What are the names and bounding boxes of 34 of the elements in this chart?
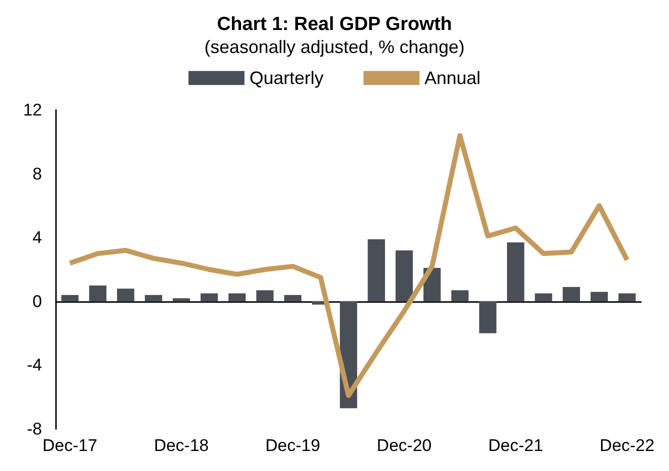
y-tick-label: -8	[26, 420, 42, 438]
x-tick-label: Dec-22	[600, 436, 654, 455]
y-tick-label: 0	[32, 292, 42, 311]
x-tick-label: Dec-19	[265, 436, 320, 455]
bar	[618, 293, 636, 302]
y-tick-label: 4	[32, 228, 42, 248]
chart-title: Chart 1: Real GDP Growth	[216, 14, 452, 35]
bar	[451, 290, 469, 302]
y-tick-label: 12	[23, 100, 42, 120]
bar	[479, 301, 496, 334]
bar	[172, 298, 190, 302]
bar	[534, 293, 552, 302]
legend-label: Quarterly	[249, 68, 324, 88]
bar	[507, 242, 524, 302]
bar	[284, 295, 302, 302]
bar	[368, 239, 385, 302]
y-tick-label: 8	[32, 164, 42, 184]
y-tick-label: -4	[26, 356, 42, 375]
x-tick-label: Dec-21	[488, 436, 544, 455]
x-tick-label: Dec-18	[154, 436, 209, 455]
bar	[144, 295, 162, 302]
bar	[61, 295, 79, 302]
bar	[396, 250, 413, 302]
legend-label: Annual	[424, 68, 481, 88]
bar	[117, 288, 134, 302]
x-tick-label: Dec-20	[376, 436, 432, 455]
bar	[562, 287, 580, 302]
bar	[590, 292, 608, 302]
bar	[228, 293, 246, 302]
chart-subtitle: (seasonally adjusted, % change)	[204, 37, 465, 57]
x-tick-label: Dec-17	[42, 436, 98, 455]
bar	[200, 293, 218, 302]
bar	[256, 290, 274, 302]
bar	[89, 285, 106, 302]
